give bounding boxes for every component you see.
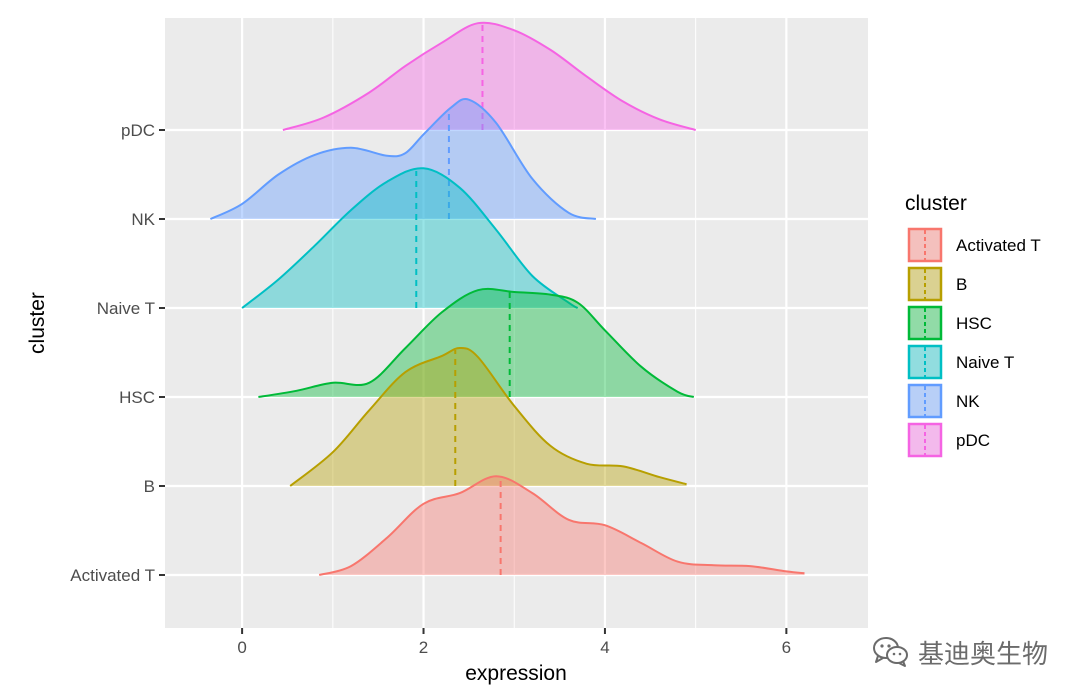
legend-item-naive-t: Naive T [907,344,1014,380]
density-line [289,346,687,487]
density-ridges [209,21,805,576]
legend-item-nk: NK [907,383,980,419]
density-area [319,476,805,575]
legend-item-activated-t: Activated T [907,227,1041,263]
density-line [241,167,579,309]
x-axis-title: expression [465,662,567,685]
density-area [282,22,696,130]
legend-label: pDC [956,431,990,450]
y-tick-label: Naive T [97,299,155,318]
y-axis: Activated T B HSC Naive T NK pDC [70,121,165,585]
ridge-activated-t [318,475,805,576]
legend: cluster Activated T B HSC Naive T NK pDC [905,192,1041,458]
y-tick-label: pDC [121,121,155,140]
legend-label: NK [956,392,980,411]
y-tick-label: NK [131,210,155,229]
x-tick-label: 6 [782,638,791,657]
ridge-hsc [258,287,695,398]
y-tick-label: B [144,477,155,496]
density-line [209,98,597,220]
grid-lines [165,18,868,628]
watermark: 基迪奥生物 [872,632,1048,672]
legend-title: cluster [905,192,967,215]
wechat-icon [873,637,908,667]
panel-background [165,18,868,628]
legend-label: Activated T [956,236,1041,255]
density-line [258,287,695,398]
watermark-text: 基迪奥生物 [918,639,1049,670]
density-area [290,347,687,486]
legend-item-hsc: HSC [907,305,992,341]
x-tick-label: 2 [419,638,428,657]
x-tick-label: 0 [237,638,246,657]
legend-label: B [956,275,967,294]
density-line [318,475,805,576]
legend-label: HSC [956,314,992,333]
y-tick-label: HSC [119,388,155,407]
density-line [282,21,696,131]
y-axis-title: cluster [26,292,49,354]
x-tick-label: 4 [600,638,609,657]
y-tick-label: Activated T [70,566,155,585]
density-area [258,288,694,397]
legend-item-b: B [907,266,967,302]
density-area [242,168,578,308]
ridge-naive-t [241,167,579,309]
ridge-pdc [282,21,696,131]
ridge-b [289,346,687,487]
x-axis: 0 2 4 6 [237,628,791,657]
ridge-nk [209,98,597,220]
legend-label: Naive T [956,353,1014,372]
legend-item-pdc: pDC [907,422,990,458]
legend-key [907,305,943,341]
